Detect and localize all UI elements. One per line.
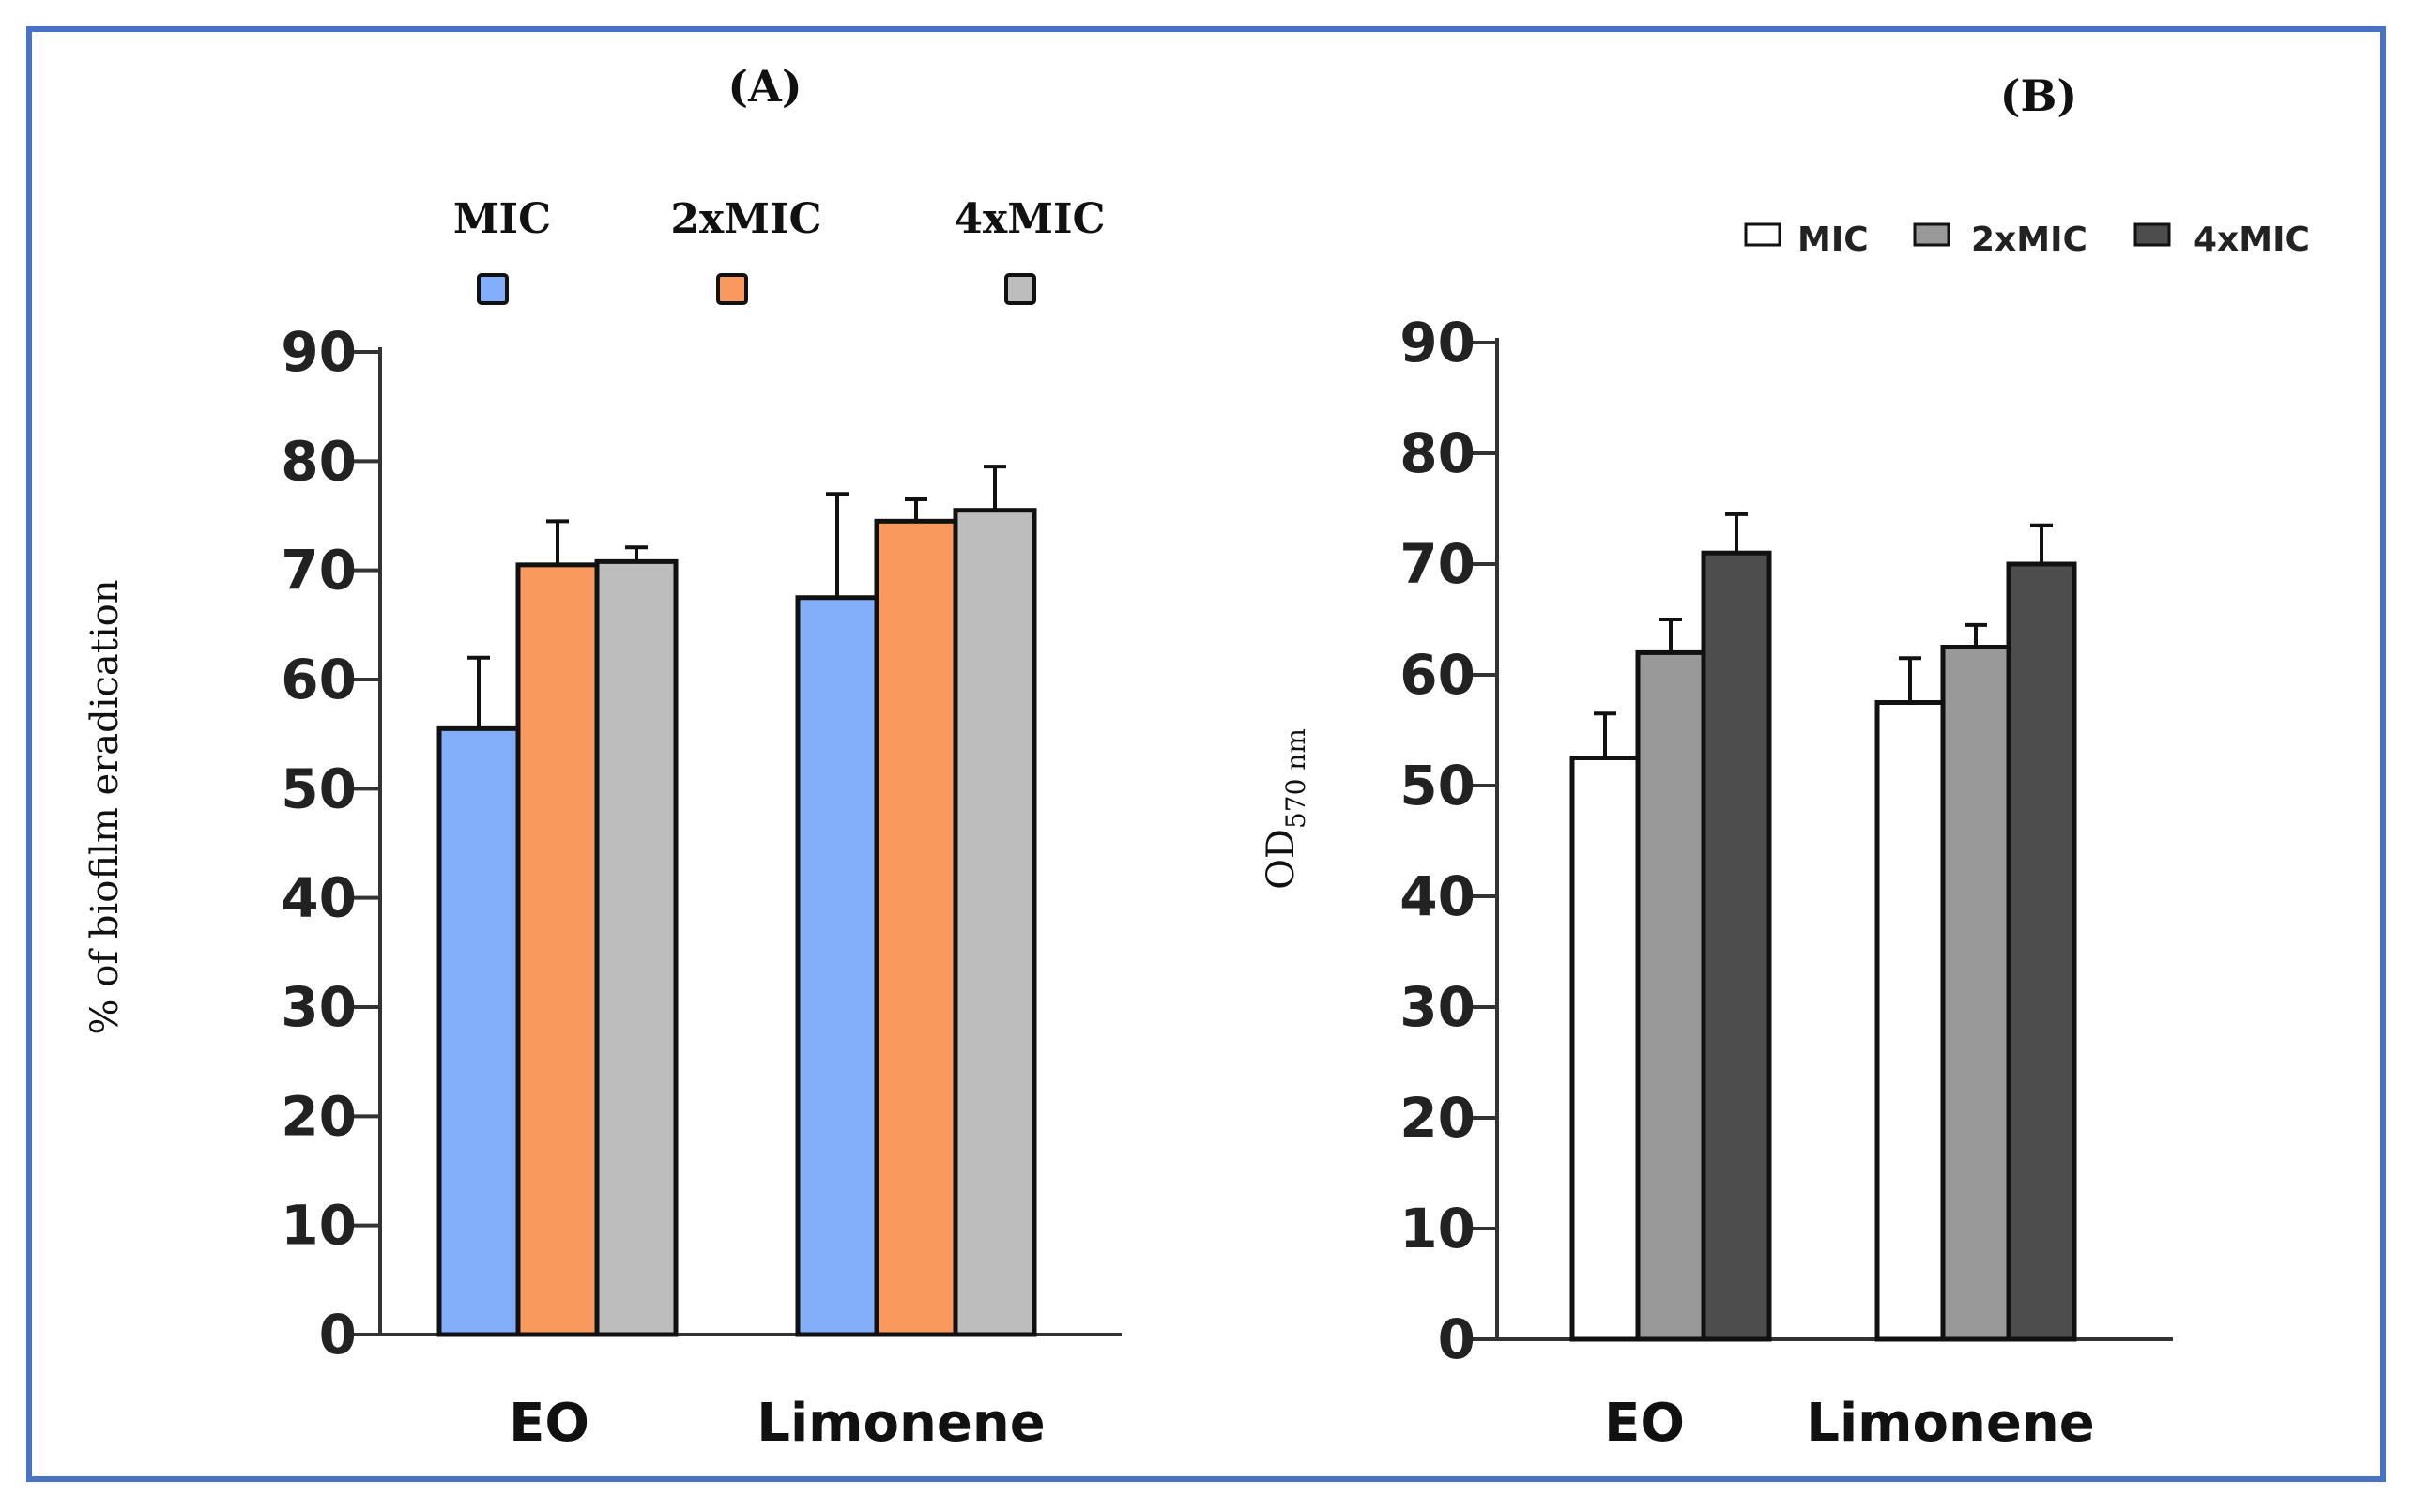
- y-tick-label: 70: [1399, 532, 1476, 596]
- bar-eo-mic: [1569, 756, 1641, 1342]
- x-category-label: EO: [509, 1393, 589, 1454]
- legend-label: 2xMIC: [1971, 221, 2087, 259]
- legend-label: MIC: [453, 195, 551, 243]
- y-tick-label: 60: [1399, 643, 1476, 707]
- bar-limonene-mic: [1874, 700, 1946, 1342]
- legend-label: 4xMIC: [2194, 221, 2310, 259]
- y-tick-label: 50: [281, 756, 357, 820]
- y-tick-label: 0: [1438, 1307, 1476, 1371]
- y-tick-label: 20: [1399, 1086, 1476, 1150]
- legend-label: MIC: [1797, 221, 1869, 259]
- y-tick-label: 20: [281, 1084, 357, 1148]
- legend-swatch: [1744, 222, 1781, 247]
- y-axis-label-main: % of biofilm eradication: [84, 580, 127, 1035]
- y-tick-label: 80: [1399, 421, 1476, 485]
- y-tick-label: 90: [1399, 311, 1476, 374]
- bar-limonene-4xmic: [2006, 561, 2077, 1342]
- bar-eo-2xmic: [1635, 649, 1706, 1342]
- y-tick-label: 70: [281, 539, 357, 603]
- legend-swatch: [477, 273, 509, 305]
- legend: MIC 2xMIC 4xMIC: [453, 195, 1106, 305]
- y-tick-label: 80: [281, 429, 357, 493]
- y-axis-label: % of biofilm eradication: [84, 580, 127, 1035]
- bar-eo-4xmic: [1701, 550, 1772, 1342]
- legend-label: 2xMIC: [670, 195, 821, 243]
- bar-limonene-4xmic: [953, 508, 1037, 1337]
- bar-limonene-2xmic: [1940, 645, 2011, 1342]
- bar-eo-4xmic: [594, 558, 679, 1337]
- bar-eo-mic: [436, 725, 521, 1337]
- legend-swatch: [716, 273, 748, 305]
- legend-swatch: [1913, 222, 1950, 247]
- legend-label: 4xMIC: [954, 195, 1105, 243]
- y-tick-label: 40: [1399, 864, 1476, 928]
- y-axis-label: OD570 nm: [1260, 728, 1311, 890]
- y-tick-label: 60: [281, 648, 357, 711]
- y-tick-label: 30: [281, 975, 357, 1039]
- y-tick-label: 30: [1399, 975, 1476, 1039]
- bar-limonene-2xmic: [874, 518, 958, 1337]
- bar-limonene-mic: [795, 595, 879, 1337]
- x-category-label: EO: [1604, 1393, 1685, 1454]
- y-axis-label-main: OD: [1260, 829, 1303, 890]
- y-tick-label: 50: [1399, 754, 1476, 817]
- y-axis-label-subscript: 570 nm: [1280, 728, 1311, 829]
- chart-panel-a: (A) 0 10 20 30 40 50 60 70 80 90 % of biofilm eradi…: [84, 61, 1122, 1454]
- chart-panel-b: (B) 0 10 20 30 40 50 60 70 80 90 OD570 nm EO Limonene…: [1260, 70, 2310, 1454]
- y-tick-label: 10: [281, 1194, 357, 1258]
- panel-title: (B): [2000, 70, 2077, 121]
- y-tick-label: 90: [281, 320, 357, 384]
- legend: MIC 2xMIC 4xMIC: [1744, 221, 2310, 259]
- y-tick-label: 10: [1399, 1197, 1476, 1260]
- legend-swatch: [1004, 273, 1036, 305]
- panel-title: (A): [727, 61, 802, 112]
- y-tick-label: 40: [281, 866, 357, 930]
- x-category-label: Limonene: [757, 1393, 1045, 1454]
- x-category-label: Limonene: [1806, 1393, 2094, 1454]
- bar-eo-2xmic: [515, 562, 600, 1337]
- legend-swatch: [2133, 222, 2171, 247]
- y-tick-label: 0: [319, 1303, 357, 1367]
